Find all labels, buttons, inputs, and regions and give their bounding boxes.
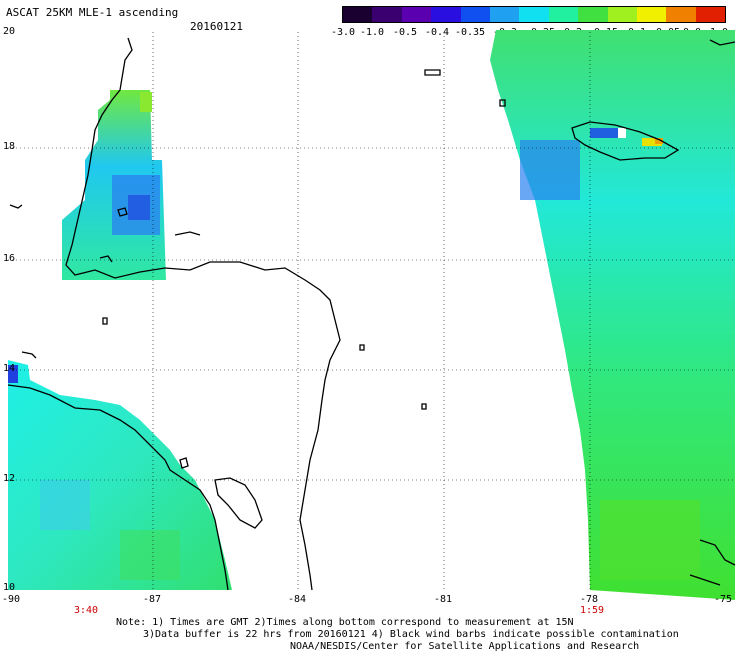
colorbar-segment <box>372 7 402 22</box>
colorbar-label: -0.35 <box>454 27 486 38</box>
colorbar-segment <box>519 7 549 22</box>
colorbar-label: -0.4 <box>424 27 450 38</box>
colorbar-segment <box>431 7 461 22</box>
colorbar-segment <box>636 7 667 22</box>
colorbar-label: -3.0 <box>330 27 356 38</box>
colorbar-segment <box>578 7 608 22</box>
colorbar-label: -1.0 <box>359 27 385 38</box>
lon-label: -87 <box>143 594 162 605</box>
swath-honduras <box>8 360 232 590</box>
colorbar-segment <box>607 7 637 22</box>
colorbar-segment <box>489 7 520 22</box>
note-line-3: NOAA/NESDIS/Center for Satellite Applica… <box>290 641 640 652</box>
colorbar-segment <box>548 7 579 22</box>
map-date: 20160121 <box>190 20 243 33</box>
lat-label: 16 <box>3 253 16 264</box>
lon-label: -78 <box>580 594 599 605</box>
map-title: ASCAT 25KM MLE-1 ascending <box>6 6 179 19</box>
swath-yucatan <box>62 90 166 280</box>
lat-label: 14 <box>3 363 16 374</box>
colorbar-label: -0.5 <box>392 27 418 38</box>
colorbar-segment <box>666 7 696 22</box>
colorbar <box>342 6 726 23</box>
colorbar-segment <box>343 7 373 22</box>
lat-label: 12 <box>3 473 16 484</box>
coastlines <box>7 37 736 591</box>
graticule <box>8 32 735 590</box>
time-left: 3:40 <box>74 605 99 616</box>
colorbar-segment <box>460 7 490 22</box>
lat-label: 18 <box>3 141 16 152</box>
note-line-2: 3)Data buffer is 22 hrs from 20160121 4)… <box>143 629 679 640</box>
lon-label: -90 <box>2 594 21 605</box>
note-line-1: Note: 1) Times are GMT 2)Times along bot… <box>116 617 574 628</box>
lon-label: -84 <box>288 594 307 605</box>
swath-caribbean <box>490 30 735 600</box>
lat-label: 10 <box>3 582 16 593</box>
colorbar-segment <box>695 7 726 22</box>
lat-label: 20 <box>3 26 16 37</box>
colorbar-segment <box>401 7 432 22</box>
lon-label: -75 <box>714 594 733 605</box>
time-right: 1:59 <box>580 605 605 616</box>
lon-label: -81 <box>434 594 453 605</box>
